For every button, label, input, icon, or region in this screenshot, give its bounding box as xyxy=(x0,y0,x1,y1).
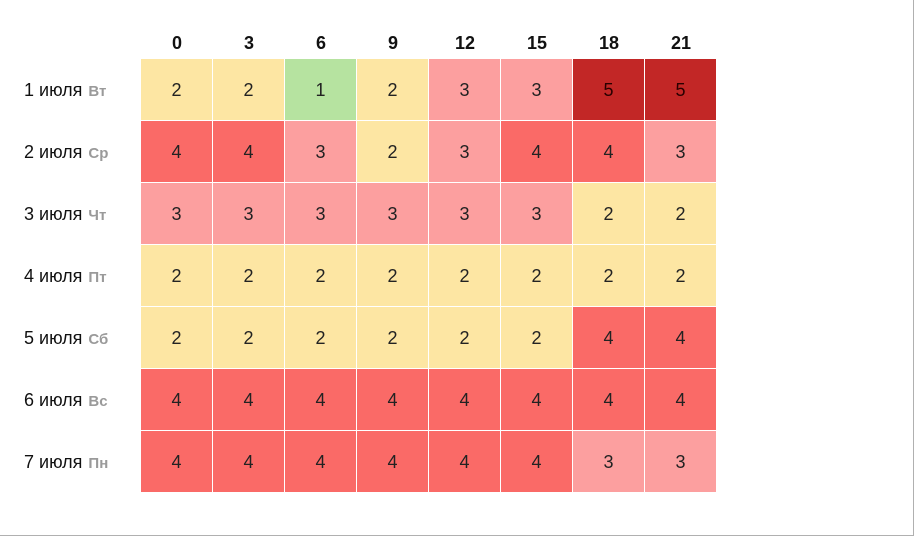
row-date: 3 июля xyxy=(24,204,83,224)
heatmap-cell: 3 xyxy=(645,431,717,493)
heatmap-cell: 2 xyxy=(357,121,429,183)
heatmap-cell: 2 xyxy=(573,245,645,307)
heatmap-cell: 4 xyxy=(141,431,213,493)
heatmap-cell: 3 xyxy=(213,183,285,245)
heatmap-cell: 3 xyxy=(429,59,501,121)
heatmap-cell: 2 xyxy=(213,59,285,121)
heatmap-cell: 2 xyxy=(501,307,573,369)
heatmap-cell: 4 xyxy=(213,121,285,183)
heatmap-cell: 4 xyxy=(429,431,501,493)
heatmap-cell: 2 xyxy=(141,245,213,307)
row-weekday: Вс xyxy=(88,393,108,410)
heatmap-cell: 2 xyxy=(501,245,573,307)
heatmap-cell: 2 xyxy=(285,307,357,369)
heatmap-cell: 4 xyxy=(141,121,213,183)
heatmap-cell: 4 xyxy=(501,369,573,431)
heatmap-cell: 2 xyxy=(285,245,357,307)
heatmap-cell: 4 xyxy=(573,121,645,183)
heatmap-cell: 3 xyxy=(501,183,573,245)
heatmap-cell: 4 xyxy=(501,121,573,183)
heatmap-cell: 2 xyxy=(357,245,429,307)
row-label: 2 июля Ср xyxy=(24,121,140,183)
column-header: 18 xyxy=(598,33,620,53)
heatmap-cell: 3 xyxy=(141,183,213,245)
column-header: 3 xyxy=(243,33,254,53)
row-label: 5 июля Сб xyxy=(24,307,140,369)
row-date: 1 июля xyxy=(24,80,83,100)
heatmap-cell: 2 xyxy=(645,183,717,245)
heatmap-cell: 2 xyxy=(645,245,717,307)
heatmap-cell: 4 xyxy=(429,369,501,431)
heatmap-cell: 3 xyxy=(645,121,717,183)
heatmap-cell: 4 xyxy=(501,431,573,493)
row-weekday: Вт xyxy=(88,83,107,100)
row-label: 3 июля Чт xyxy=(24,183,140,245)
heatmap-cell: 3 xyxy=(357,183,429,245)
heatmap-cell: 2 xyxy=(213,307,285,369)
column-header: 9 xyxy=(387,33,398,53)
row-date: 6 июля xyxy=(24,390,83,410)
heatmap-cell: 1 xyxy=(285,59,357,121)
heatmap-cell: 3 xyxy=(285,121,357,183)
heatmap-cell: 4 xyxy=(645,369,717,431)
heatmap-cell: 3 xyxy=(573,431,645,493)
row-label: 7 июля Пн xyxy=(24,431,140,493)
row-label: 4 июля Пт xyxy=(24,245,140,307)
heatmap-cell: 4 xyxy=(213,431,285,493)
row-label: 1 июля Вт xyxy=(24,59,140,121)
heatmap-cell: 2 xyxy=(141,59,213,121)
column-header: 21 xyxy=(670,33,692,53)
row-date: 4 июля xyxy=(24,266,83,286)
column-header: 6 xyxy=(315,33,326,53)
heatmap-cell: 4 xyxy=(357,369,429,431)
row-weekday: Сб xyxy=(88,331,109,348)
heatmap-cell: 2 xyxy=(429,245,501,307)
heatmap-cell: 4 xyxy=(357,431,429,493)
heatmap-cell: 2 xyxy=(141,307,213,369)
heatmap-cell: 2 xyxy=(357,307,429,369)
heatmap-cell: 2 xyxy=(429,307,501,369)
heatmap-cell: 2 xyxy=(213,245,285,307)
column-header: 12 xyxy=(454,33,476,53)
heatmap-cell: 4 xyxy=(285,431,357,493)
heatmap-cell: 4 xyxy=(141,369,213,431)
heatmap-cell: 3 xyxy=(429,183,501,245)
heatmap-cell: 5 xyxy=(645,59,717,121)
row-weekday: Пт xyxy=(88,269,107,286)
heatmap-cell: 4 xyxy=(645,307,717,369)
row-weekday: Пн xyxy=(88,455,109,472)
heatmap-cell: 5 xyxy=(573,59,645,121)
heatmap-cell: 4 xyxy=(213,369,285,431)
heatmap-cell: 3 xyxy=(501,59,573,121)
heatmap-cell: 4 xyxy=(573,369,645,431)
heatmap-cell: 4 xyxy=(573,307,645,369)
column-header: 0 xyxy=(171,33,182,53)
row-label: 6 июля Вс xyxy=(24,369,140,431)
row-date: 7 июля xyxy=(24,452,83,472)
heatmap-cell: 3 xyxy=(285,183,357,245)
column-header: 15 xyxy=(526,33,548,53)
heatmap-cell: 3 xyxy=(429,121,501,183)
heatmap-cell: 4 xyxy=(285,369,357,431)
heatmap-cell: 2 xyxy=(357,59,429,121)
row-weekday: Ср xyxy=(88,145,109,162)
row-date: 5 июля xyxy=(24,328,83,348)
heatmap-cell: 2 xyxy=(573,183,645,245)
row-date: 2 июля xyxy=(24,142,83,162)
row-weekday: Чт xyxy=(88,207,107,224)
